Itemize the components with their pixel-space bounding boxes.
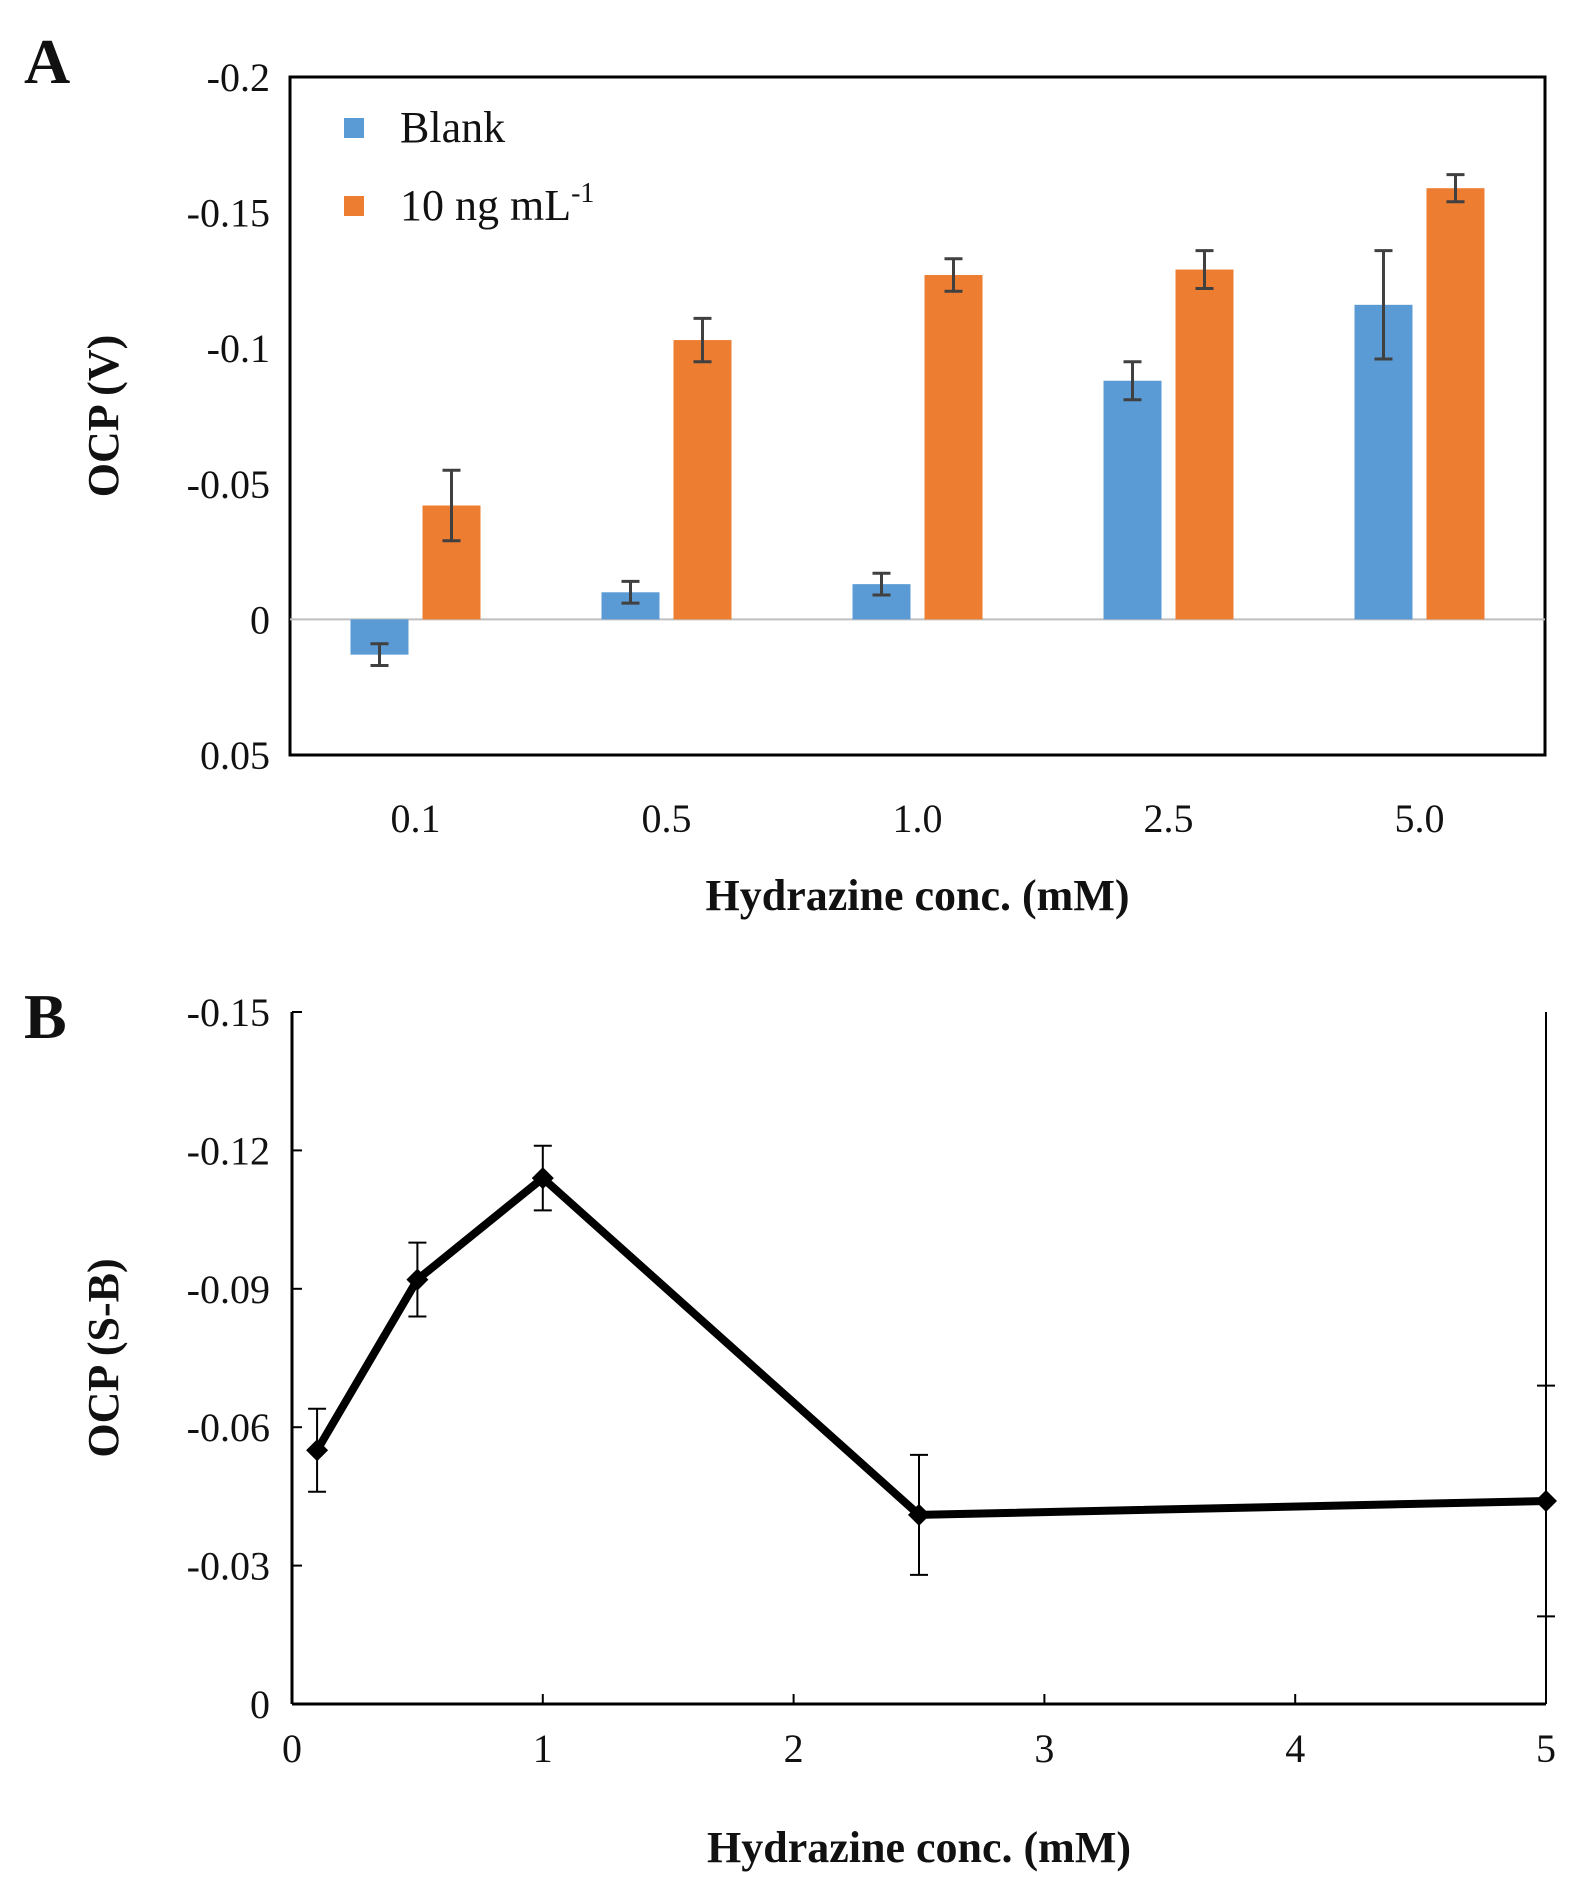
- chart-a-bar: [1103, 380, 1162, 620]
- chart-a-ytick-label: 0.05: [200, 733, 270, 778]
- chart-b-point: [1535, 1490, 1557, 1513]
- chart-a-error-bar: [872, 571, 891, 597]
- chart-a-error-bar: [1374, 249, 1393, 361]
- chart-b-x-axis-title: Hydrazine conc. (mM): [707, 1823, 1131, 1872]
- chart-a-error-bar: [442, 468, 461, 543]
- chart-a-plot-frame: [288, 75, 1547, 757]
- chart-b-ytick-label: -0.06: [187, 1405, 270, 1450]
- chart-a-error-bar: [1123, 360, 1142, 402]
- chart-a-error-bar: [944, 257, 963, 293]
- chart-a-ytick-label: -0.15: [187, 191, 270, 236]
- chart-a-error-bar: [693, 316, 712, 364]
- chart-a-xtick-label: 0.5: [642, 796, 692, 841]
- chart-a-xtick-label: 1.0: [893, 796, 943, 841]
- chart-b-xtick-label: 4: [1285, 1726, 1305, 1771]
- chart-a-xtick-label: 2.5: [1144, 796, 1194, 841]
- chart-b-xtick-label: 0: [282, 1726, 302, 1771]
- chart-a-ytick-label: -0.05: [187, 462, 270, 507]
- chart-a-legend-label: 10 ng mL-1: [400, 178, 594, 230]
- chart-a-legend-label: Blank: [400, 103, 505, 152]
- chart-b-ytick-label: 0: [250, 1682, 270, 1727]
- chart-a-xtick-label: 5.0: [1395, 796, 1445, 841]
- chart-b-y-axis-title: OCP (S-B): [79, 1258, 128, 1457]
- chart-a-legend-swatch: [344, 196, 364, 216]
- chart-b-xtick-label: 3: [1034, 1726, 1054, 1771]
- chart-a-error-bar: [370, 642, 389, 668]
- chart-a-bar: [673, 340, 732, 620]
- chart-b-point: [406, 1268, 429, 1291]
- chart-a-ytick-label: -0.2: [207, 55, 270, 100]
- chart-b-point: [531, 1167, 554, 1190]
- chart-a-error-bar: [1195, 249, 1214, 291]
- chart-a-xtick-label: 0.1: [391, 796, 441, 841]
- panel-label-a: A: [24, 26, 71, 97]
- chart-b-xtick-label: 1: [533, 1726, 553, 1771]
- chart-a-ytick-label: 0: [250, 597, 270, 642]
- chart-b-ytick-label: -0.15: [187, 990, 270, 1035]
- chart-a-legend-swatch: [344, 118, 364, 138]
- chart-b-ytick-label: -0.12: [187, 1128, 270, 1173]
- chart-a-y-axis-title: OCP (V): [79, 335, 128, 498]
- panel-label-b: B: [24, 981, 67, 1052]
- chart-b-point: [306, 1439, 329, 1462]
- chart-a-ytick-label: -0.1: [207, 326, 270, 371]
- chart-a-x-axis-title: Hydrazine conc. (mM): [706, 871, 1130, 920]
- chart-b-xtick-label: 2: [784, 1726, 804, 1771]
- chart-b-point: [908, 1503, 930, 1526]
- chart-a-legend-superscript: -1: [571, 178, 594, 209]
- chart-a-error-bar: [1446, 173, 1465, 204]
- chart-a-error-bar: [621, 579, 640, 605]
- chart-b-ytick-label: -0.09: [187, 1267, 270, 1312]
- chart-a-bar: [1426, 188, 1485, 620]
- chart-b-ytick-label: -0.03: [187, 1544, 270, 1589]
- chart-a-bar: -0.2 -0.15 -0.1 -0.05 0 0.05 0.1 0.5 1.0 2.5 5.0 Bl…: [79, 55, 1547, 920]
- chart-a-bar: [924, 274, 983, 620]
- chart-b-series-line: [313, 1174, 1547, 1519]
- chart-a-bar: [1175, 269, 1234, 620]
- chart-b-xtick-label: 5: [1536, 1726, 1556, 1771]
